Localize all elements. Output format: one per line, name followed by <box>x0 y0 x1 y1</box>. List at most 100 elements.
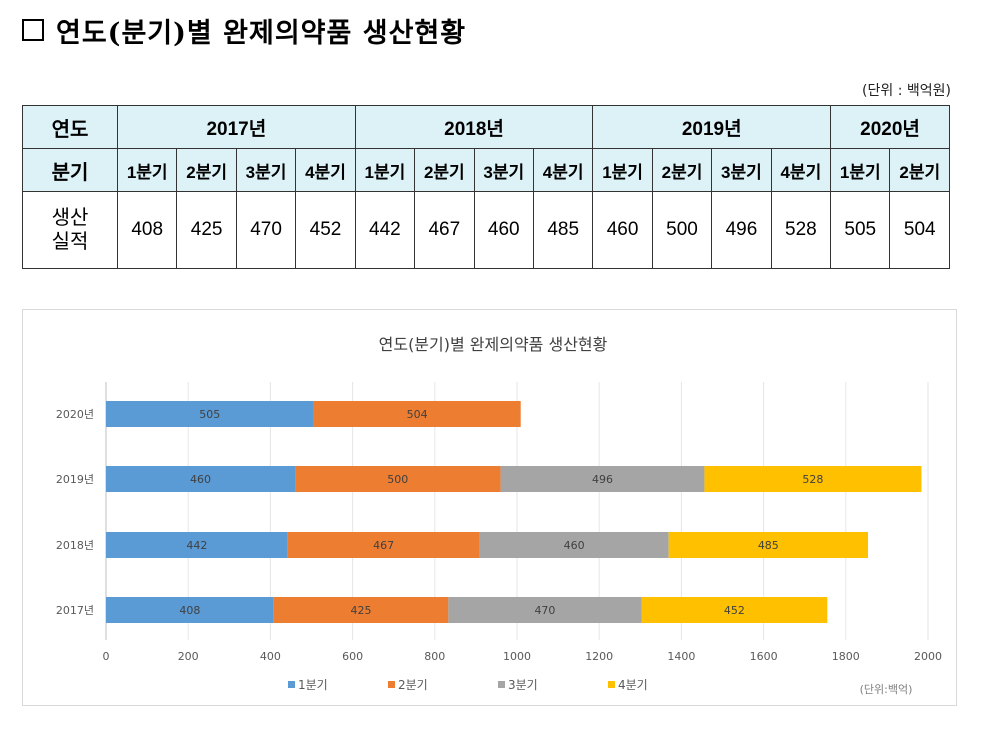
quarter-cell: 1분기 <box>592 148 653 192</box>
year-cell: 2017년 <box>117 105 356 149</box>
x-tick-label: 200 <box>178 650 199 663</box>
bar-data-label: 460 <box>564 539 585 552</box>
bar-data-label: 452 <box>724 604 745 617</box>
y-category-label: 2018년 <box>56 539 94 552</box>
production-table: 연도 2017년 2018년 2019년 2020년 분기 1분기 2분기 3분… <box>22 105 950 269</box>
quarter-cell: 4분기 <box>295 148 356 192</box>
x-tick-label: 1000 <box>503 650 531 663</box>
quarter-cell: 1분기 <box>830 148 891 192</box>
value-cell: 408 <box>116 191 178 269</box>
bar-segment <box>704 466 922 492</box>
value-cell: 500 <box>651 191 713 269</box>
legend-label: 3분기 <box>508 678 538 692</box>
x-tick-label: 2000 <box>914 650 942 663</box>
bar-data-label: 425 <box>351 604 372 617</box>
quarter-cell: 3분기 <box>235 148 297 192</box>
quarter-cell: 2분기 <box>651 148 713 192</box>
bar-segment <box>641 597 828 623</box>
value-cell: 505 <box>830 191 891 269</box>
value-cell: 467 <box>414 191 475 269</box>
bar-segment <box>273 597 449 623</box>
quarter-cell: 3분기 <box>711 148 772 192</box>
bar-data-label: 504 <box>407 408 428 421</box>
quarter-row: 분기 1분기 2분기 3분기 4분기 1분기 2분기 3분기 4분기 1분기 2… <box>22 148 950 192</box>
value-cell: 460 <box>592 191 653 269</box>
value-cell: 496 <box>711 191 772 269</box>
legend-swatch <box>608 681 615 688</box>
quarter-cell: 3분기 <box>473 148 534 192</box>
bar-data-label: 408 <box>179 604 200 617</box>
year-cell: 2019년 <box>592 105 832 149</box>
bar-segment <box>479 532 669 558</box>
bar-data-label: 505 <box>199 408 220 421</box>
y-category-label: 2019년 <box>56 473 94 486</box>
value-cell: 460 <box>473 191 534 269</box>
quarter-cell: 2분기 <box>414 148 475 192</box>
x-tick-label: 0 <box>103 650 110 663</box>
chart-y-categories: 2017년 2018년 2019년 2020년 <box>56 408 94 617</box>
bar-segment <box>106 466 296 492</box>
value-cell: 452 <box>295 191 356 269</box>
value-cell: 504 <box>889 191 950 269</box>
value-row: 생산 실적 408 425 470 452 442 467 460 485 460… <box>22 191 950 269</box>
quarter-cell: 4분기 <box>770 148 832 192</box>
x-tick-label: 800 <box>424 650 445 663</box>
value-row-label-text: 생산 실적 <box>51 207 89 253</box>
bar-segment <box>106 532 288 558</box>
value-cell: 425 <box>176 191 237 269</box>
x-tick-label: 1400 <box>667 650 695 663</box>
year-row: 연도 2017년 2018년 2019년 2020년 <box>22 105 950 149</box>
bar-data-label: 467 <box>373 539 394 552</box>
year-row-label: 연도 <box>22 105 118 149</box>
checkbox-square-icon <box>22 19 44 41</box>
bar-segment <box>500 466 705 492</box>
page-heading: 연도(분기)별 완제의약품 생산현황 <box>22 12 467 49</box>
legend-swatch <box>498 681 505 688</box>
legend-label: 4분기 <box>618 678 648 692</box>
bar-segment <box>313 401 521 427</box>
bar-segment <box>106 401 314 427</box>
bar-segment <box>287 532 480 558</box>
bar-data-label: 528 <box>802 473 823 486</box>
legend-label: 1분기 <box>298 678 328 692</box>
quarter-cell: 1분기 <box>116 148 178 192</box>
legend-label: 2분기 <box>398 678 428 692</box>
chart-unit-note: (단위:백억) <box>860 683 913 696</box>
bar-data-label: 460 <box>190 473 211 486</box>
bar-segment <box>106 597 274 623</box>
legend-swatch <box>288 681 295 688</box>
y-category-label: 2020년 <box>56 408 94 421</box>
year-cell: 2018년 <box>354 105 594 149</box>
bar-segment <box>295 466 501 492</box>
value-cell: 442 <box>354 191 416 269</box>
bar-segment <box>448 597 642 623</box>
value-cell: 470 <box>235 191 297 269</box>
stacked-bar-chart: 연도(분기)별 완제의약품 생산현황 408 425 470 452 442 467 460… <box>56 335 943 696</box>
y-category-label: 2017년 <box>56 604 94 617</box>
quarter-row-label: 분기 <box>22 148 118 192</box>
chart-legend: 1분기 2분기 3분기 4분기 <box>288 678 648 692</box>
bar-data-label: 442 <box>186 539 207 552</box>
x-tick-label: 1600 <box>750 650 778 663</box>
table-unit-label: (단위 : 백억원) <box>862 83 951 99</box>
quarter-cell: 2분기 <box>889 148 950 192</box>
quarter-cell: 2분기 <box>176 148 237 192</box>
bar-data-label: 500 <box>387 473 408 486</box>
value-cell: 528 <box>770 191 832 269</box>
value-cell: 485 <box>532 191 594 269</box>
value-row-label: 생산 실적 <box>22 191 118 269</box>
quarter-cell: 4분기 <box>532 148 594 192</box>
x-tick-label: 1200 <box>585 650 613 663</box>
bar-data-label: 496 <box>592 473 613 486</box>
legend-swatch <box>388 681 395 688</box>
quarter-cell: 1분기 <box>354 148 416 192</box>
x-tick-label: 600 <box>342 650 363 663</box>
chart-title: 연도(분기)별 완제의약품 생산현황 <box>379 335 608 354</box>
bar-data-label: 470 <box>534 604 555 617</box>
year-cell: 2020년 <box>830 105 950 149</box>
heading-title: 연도(분기)별 완제의약품 생산현황 <box>56 17 467 49</box>
bar-segment <box>668 532 868 558</box>
chart-x-ticks: 0 200 400 600 800 1000 1200 1400 1600 1800 2000 <box>103 650 943 663</box>
x-tick-label: 400 <box>260 650 281 663</box>
chart-container: 연도(분기)별 완제의약품 생산현황 408 425 470 452 442 467 460… <box>22 309 957 706</box>
